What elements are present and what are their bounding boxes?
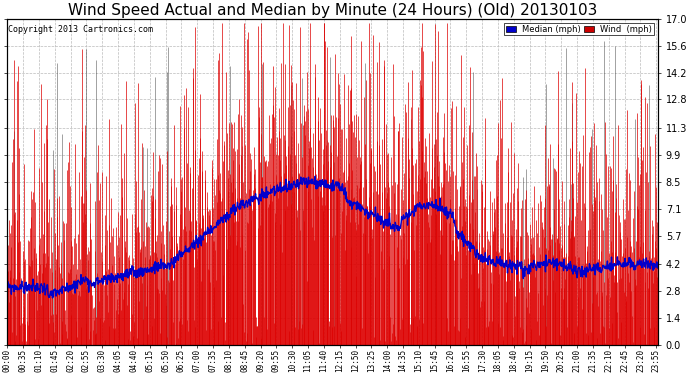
Legend: Median (mph), Wind  (mph): Median (mph), Wind (mph) <box>504 23 654 36</box>
Text: Copyright 2013 Cartronics.com: Copyright 2013 Cartronics.com <box>8 26 153 34</box>
Title: Wind Speed Actual and Median by Minute (24 Hours) (Old) 20130103: Wind Speed Actual and Median by Minute (… <box>68 3 598 18</box>
